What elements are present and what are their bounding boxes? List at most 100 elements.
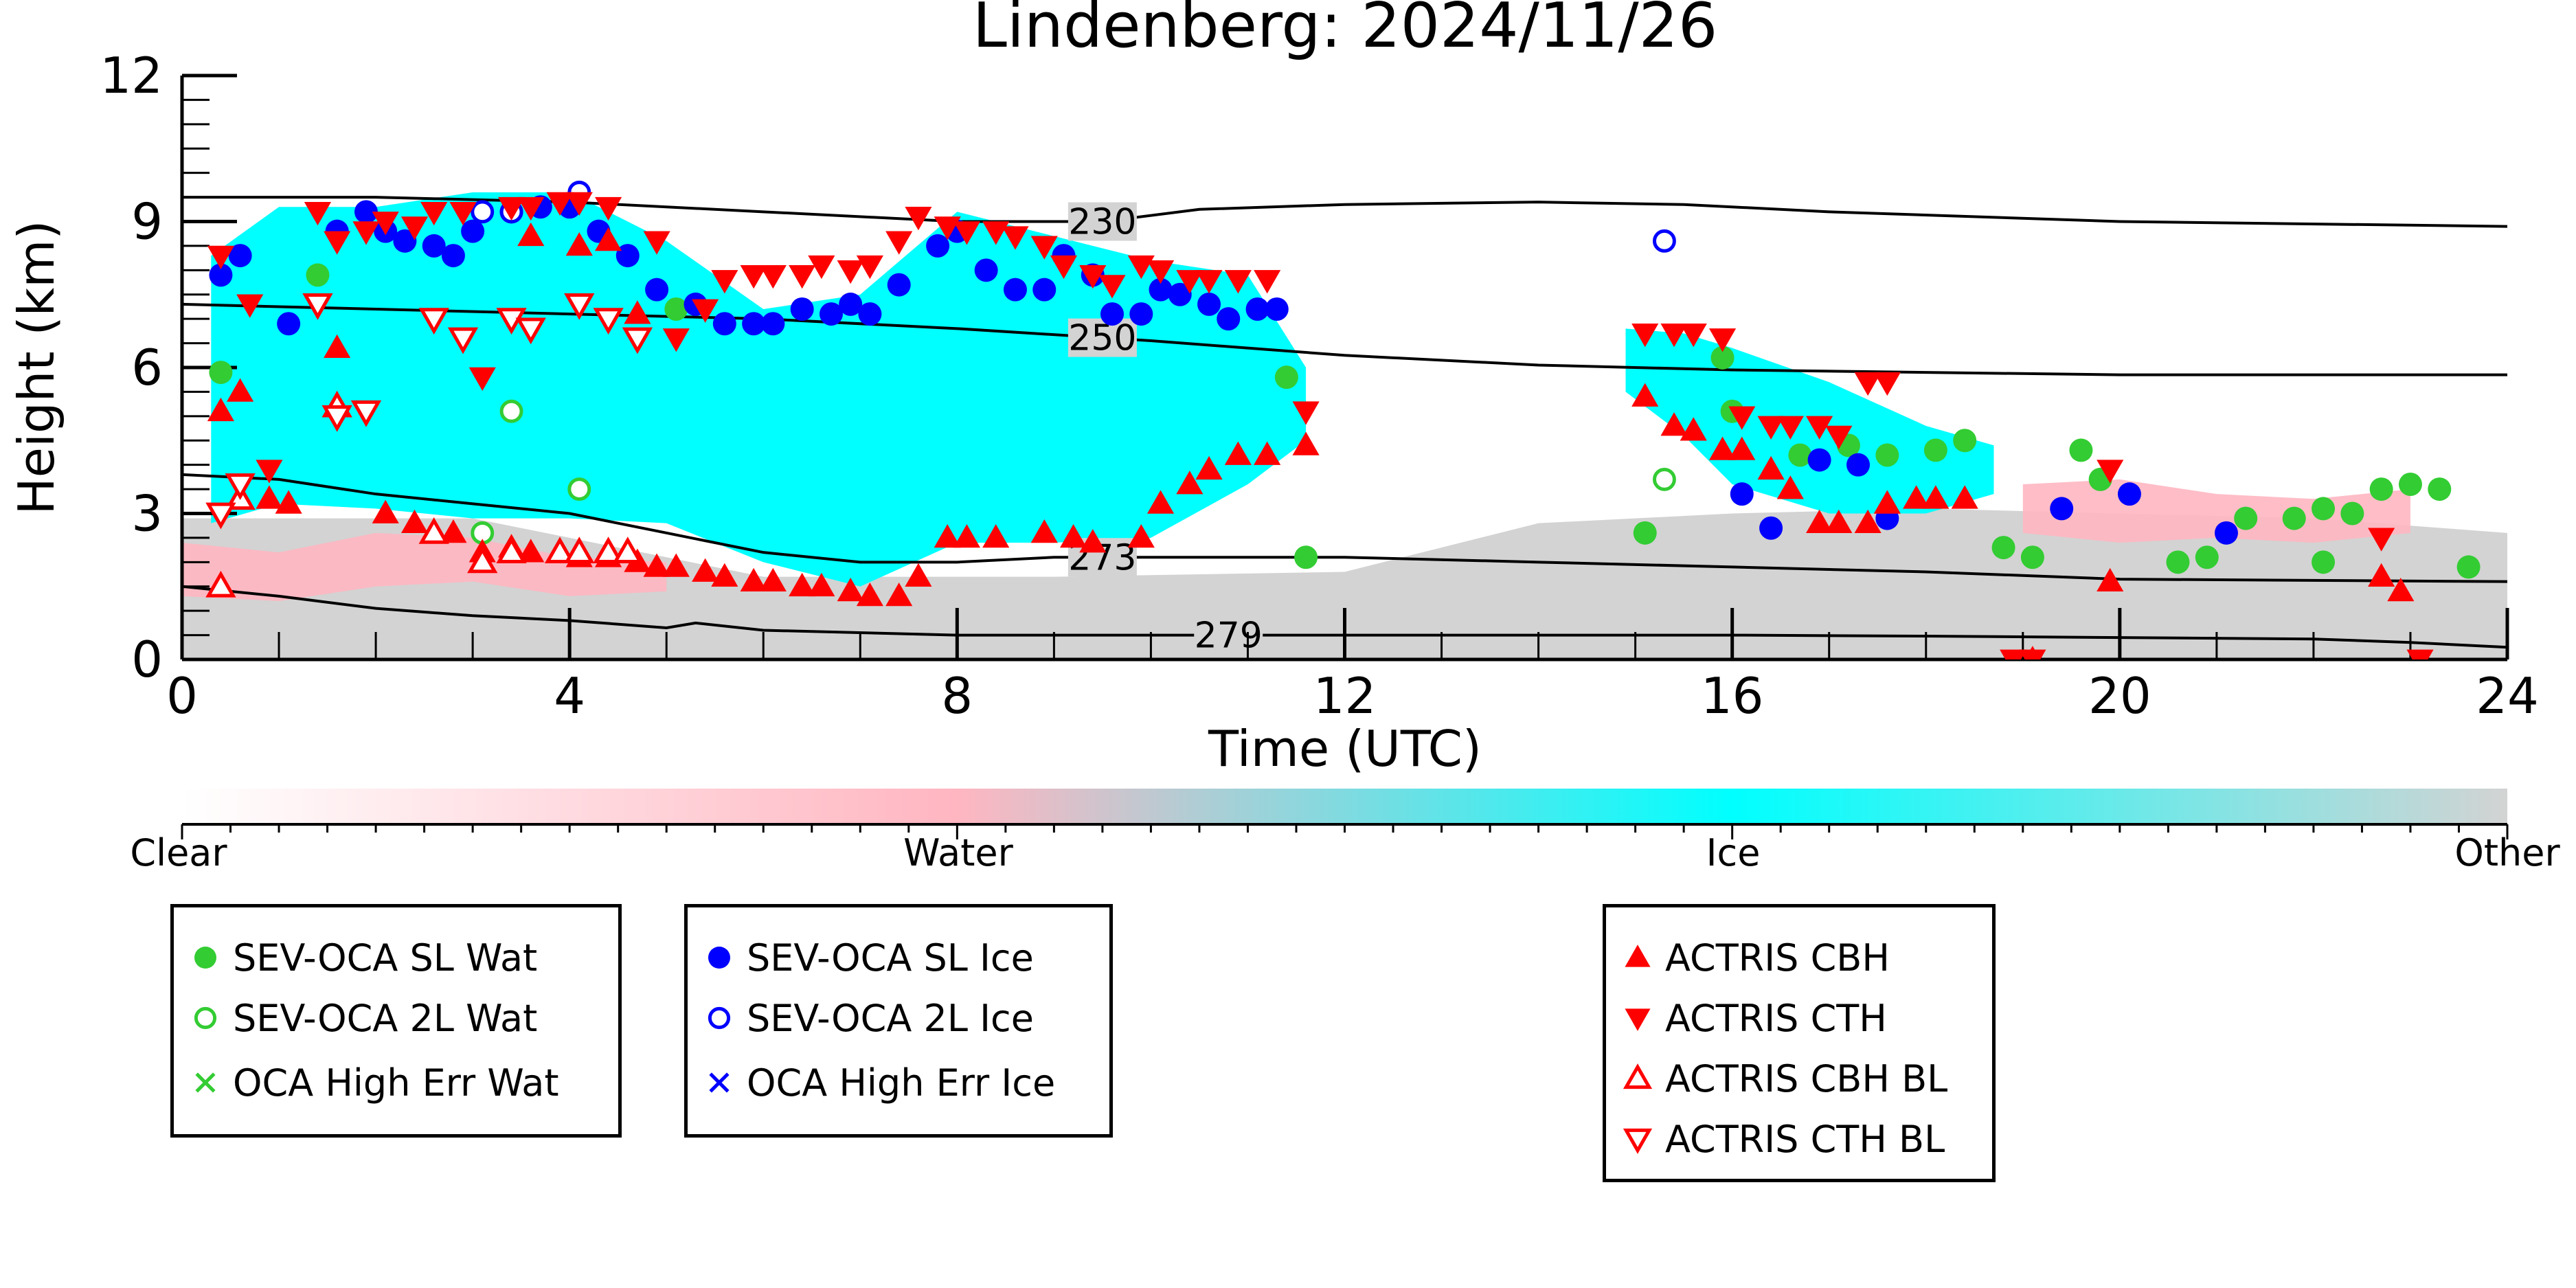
data-point — [1854, 372, 1882, 396]
data-point — [1030, 519, 1058, 543]
legend-marker — [709, 1072, 730, 1093]
legend-marker — [1623, 1128, 1653, 1154]
data-point — [544, 536, 576, 564]
data-point — [643, 553, 670, 577]
x-tick-label: 24 — [2476, 667, 2539, 725]
data-point — [2234, 506, 2258, 530]
data-point — [1710, 346, 1735, 370]
legend-item: SEV-OCA SL Ice — [701, 934, 1034, 982]
data-point — [2312, 550, 2336, 574]
data-point — [302, 293, 333, 320]
data-point — [1708, 436, 1737, 460]
data-point — [711, 270, 738, 294]
data-point — [209, 263, 233, 287]
y-tick-label: 0 — [131, 631, 163, 688]
data-point — [1633, 521, 1657, 545]
data-point — [354, 200, 378, 224]
data-point — [1002, 226, 1029, 250]
legend-marker — [194, 947, 216, 969]
data-point — [225, 473, 256, 500]
data-point — [1195, 270, 1223, 294]
data-point — [499, 399, 523, 423]
legend-marker — [708, 947, 730, 969]
data-point — [1176, 270, 1204, 294]
data-point — [1146, 260, 1175, 284]
data-point — [1708, 328, 1737, 352]
data-point — [277, 312, 301, 336]
data-point — [352, 221, 380, 245]
y-tick-label: 6 — [131, 339, 163, 396]
data-point — [1660, 412, 1688, 436]
data-point — [692, 558, 719, 582]
data-point — [624, 300, 651, 324]
data-point — [1680, 417, 1707, 441]
legend-label: SEV-OCA SL Wat — [233, 936, 538, 980]
legend-actris: ACTRIS CBH ACTRIS CTH ACTRIS CBH BL ACTR… — [1603, 904, 1996, 1182]
data-point — [837, 260, 864, 284]
data-point — [595, 227, 622, 251]
data-point — [856, 255, 883, 280]
data-point — [209, 361, 233, 385]
data-point — [517, 539, 545, 563]
data-point — [982, 221, 1010, 245]
data-point — [2368, 563, 2395, 587]
data-point — [467, 546, 498, 574]
data-point — [887, 273, 911, 297]
data-point — [441, 244, 465, 268]
x-tick-label: 16 — [1701, 667, 1764, 725]
data-point — [2019, 649, 2046, 659]
data-point — [1127, 524, 1155, 548]
data-point — [982, 524, 1010, 548]
data-point — [256, 485, 283, 509]
data-point — [400, 216, 429, 240]
data-point — [1788, 443, 1812, 467]
green-x-icon — [195, 1072, 216, 1093]
data-point — [2000, 649, 2027, 659]
x-tick-label: 8 — [941, 667, 973, 725]
data-point — [1873, 372, 1901, 396]
data-point — [740, 265, 767, 289]
data-point — [324, 334, 351, 359]
data-point — [2340, 501, 2364, 526]
data-point — [1806, 416, 1833, 440]
data-point — [1730, 482, 1754, 506]
data-point — [1776, 475, 1804, 499]
data-point — [1146, 490, 1175, 514]
series-sev-oca-sl-wat — [209, 263, 2481, 579]
y-tick-label: 9 — [131, 193, 163, 251]
data-point — [595, 196, 622, 221]
data-point — [808, 255, 835, 280]
data-point — [789, 572, 816, 597]
water-region — [182, 532, 667, 601]
data-point — [1254, 270, 1281, 294]
data-point — [2312, 497, 2336, 521]
legend-label: ACTRIS CTH BL — [1665, 1117, 1945, 1161]
data-point — [2428, 477, 2452, 501]
data-point — [1776, 416, 1804, 440]
data-point — [440, 519, 467, 543]
data-point — [1875, 443, 1899, 467]
data-point — [1846, 453, 1871, 477]
data-point — [546, 192, 574, 216]
data-point — [1631, 324, 1659, 348]
legend-item: SEV-OCA 2L Wat — [188, 994, 537, 1042]
data-point — [1050, 255, 1078, 280]
data-point — [207, 397, 234, 422]
colorbar-label-water: Water — [903, 831, 1013, 874]
series-actris-cth-bl — [205, 293, 653, 530]
legend-item: SEV-OCA SL Wat — [188, 934, 537, 982]
data-point — [1176, 471, 1204, 495]
series-actris-cbh — [207, 222, 2415, 659]
data-point — [2117, 482, 2141, 506]
contour-label-bg — [1194, 615, 1263, 655]
data-point — [1060, 524, 1087, 548]
series-actris-cbh-bl — [205, 390, 643, 598]
legend-item: SEV-OCA 2L Ice — [701, 994, 1034, 1042]
blue-x-icon — [709, 1072, 730, 1093]
data-point — [2020, 545, 2044, 569]
data-point — [2368, 528, 2395, 552]
green-filled-circle-icon — [194, 947, 216, 969]
data-point — [808, 572, 835, 597]
data-point — [742, 312, 766, 336]
x-tick-label: 12 — [1313, 667, 1377, 725]
